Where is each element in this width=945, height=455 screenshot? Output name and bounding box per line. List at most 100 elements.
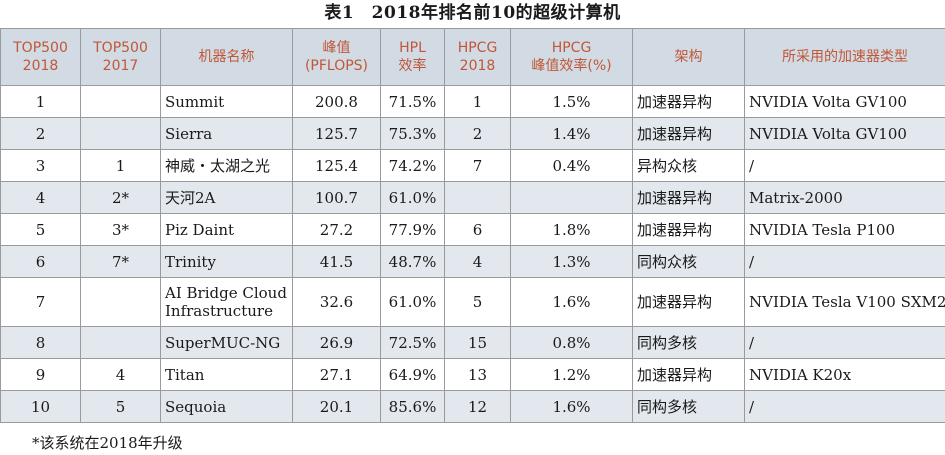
cell-hpcg-efficiency: 1.3% bbox=[510, 245, 633, 278]
table-row: 6 7* Trinity 41.5 48.7% 4 1.3% 同构众核 / bbox=[0, 245, 945, 278]
cell-rank-2018: 2 bbox=[0, 117, 81, 150]
cell-machine-name: 天河2A bbox=[160, 181, 293, 214]
header-line: (PFLOPS) bbox=[304, 58, 369, 74]
cell-peak: 125.7 bbox=[292, 117, 381, 150]
cell-rank-2017: 1 bbox=[80, 149, 161, 182]
col-top500-2017-header: TOP500 2017 bbox=[80, 28, 161, 86]
col-architecture-header: 架构 bbox=[632, 28, 745, 86]
cell-peak: 27.2 bbox=[292, 213, 381, 246]
cell-hpcg-rank: 4 bbox=[444, 245, 511, 278]
cell-rank-2018: 9 bbox=[0, 358, 81, 391]
cell-hpl-efficiency: 75.3% bbox=[380, 117, 445, 150]
col-top500-2018-header: TOP500 2018 bbox=[0, 28, 81, 86]
cell-hpcg-rank: 5 bbox=[444, 277, 511, 327]
cell-accelerator: NVIDIA Tesla P100 bbox=[744, 213, 945, 246]
cell-hpcg-rank: 15 bbox=[444, 326, 511, 359]
cell-hpl-efficiency: 85.6% bbox=[380, 390, 445, 423]
cell-hpl-efficiency: 72.5% bbox=[380, 326, 445, 359]
cell-rank-2017 bbox=[80, 326, 161, 359]
cell-machine-name: Sequoia bbox=[160, 390, 293, 423]
cell-accelerator: / bbox=[744, 149, 945, 182]
header-line: HPL bbox=[399, 40, 426, 56]
col-hpcg-2018-header: HPCG 2018 bbox=[444, 28, 511, 86]
cell-architecture: 加速器异构 bbox=[632, 181, 745, 214]
cell-machine-name: Sierra bbox=[160, 117, 293, 150]
cell-hpcg-efficiency: 1.6% bbox=[510, 390, 633, 423]
cell-hpcg-efficiency: 0.8% bbox=[510, 326, 633, 359]
cell-hpcg-efficiency: 1.6% bbox=[510, 277, 633, 327]
cell-rank-2018: 6 bbox=[0, 245, 81, 278]
cell-accelerator: / bbox=[744, 245, 945, 278]
header-line: HPCG bbox=[457, 40, 498, 56]
cell-peak: 200.8 bbox=[292, 85, 381, 118]
cell-peak: 100.7 bbox=[292, 181, 381, 214]
col-hpcg-peak-efficiency-header: HPCG 峰值效率(%) bbox=[510, 28, 633, 86]
col-machine-name-header: 机器名称 bbox=[160, 28, 293, 86]
header-line: 2017 bbox=[102, 58, 139, 74]
cell-machine-name: Trinity bbox=[160, 245, 293, 278]
cell-peak: 41.5 bbox=[292, 245, 381, 278]
cell-rank-2018: 1 bbox=[0, 85, 81, 118]
header-row: TOP500 2018 TOP500 2017 机器名称 峰值 (PFLOPS) HPL 效率 H… bbox=[0, 28, 945, 86]
cell-rank-2018: 3 bbox=[0, 149, 81, 182]
cell-peak: 27.1 bbox=[292, 358, 381, 391]
cell-hpcg-efficiency: 1.2% bbox=[510, 358, 633, 391]
cell-hpcg-efficiency: 0.4% bbox=[510, 149, 633, 182]
cell-machine-name: Titan bbox=[160, 358, 293, 391]
cell-architecture: 异构众核 bbox=[632, 149, 745, 182]
cell-hpl-efficiency: 64.9% bbox=[380, 358, 445, 391]
cell-rank-2017 bbox=[80, 277, 161, 327]
cell-machine-name: AI Bridge Cloud Infrastructure bbox=[160, 277, 293, 327]
table-row: 5 3* Piz Daint 27.2 77.9% 6 1.8% 加速器异构 NVIDIA Te… bbox=[0, 213, 945, 246]
cell-rank-2017: 5 bbox=[80, 390, 161, 423]
header-line: 架构 bbox=[674, 49, 703, 65]
cell-hpcg-efficiency: 1.4% bbox=[510, 117, 633, 150]
header-line: HPCG bbox=[551, 40, 592, 56]
cell-architecture: 同构多核 bbox=[632, 326, 745, 359]
cell-hpcg-rank: 1 bbox=[444, 85, 511, 118]
footnote: *该系统在2018年升级 bbox=[32, 434, 183, 452]
table-row: 2 Sierra 125.7 75.3% 2 1.4% 加速器异构 NVIDIA Volta … bbox=[0, 117, 945, 150]
table-row: 3 1 神威・太湖之光 125.4 74.2% 7 0.4% 异构众核 / bbox=[0, 149, 945, 182]
cell-rank-2017: 4 bbox=[80, 358, 161, 391]
table-body: 1 Summit 200.8 71.5% 1 1.5% 加速器异构 NVIDIA Volta … bbox=[0, 85, 945, 423]
table-row: 4 2* 天河2A 100.7 61.0% 加速器异构 Matrix-2000 bbox=[0, 181, 945, 214]
cell-rank-2018: 8 bbox=[0, 326, 81, 359]
cell-architecture: 加速器异构 bbox=[632, 117, 745, 150]
cell-architecture: 加速器异构 bbox=[632, 85, 745, 118]
table-row: 8 SuperMUC-NG 26.9 72.5% 15 0.8% 同构多核 / bbox=[0, 326, 945, 359]
header-line: TOP500 bbox=[13, 40, 68, 56]
table-row: 9 4 Titan 27.1 64.9% 13 1.2% 加速器异构 NVIDIA K20x bbox=[0, 358, 945, 391]
col-hpl-efficiency-header: HPL 效率 bbox=[380, 28, 445, 86]
header-line: 2018 bbox=[459, 58, 496, 74]
cell-rank-2017: 7* bbox=[80, 245, 161, 278]
cell-hpcg-rank: 13 bbox=[444, 358, 511, 391]
cell-rank-2017: 3* bbox=[80, 213, 161, 246]
table-header: TOP500 2018 TOP500 2017 机器名称 峰值 (PFLOPS) HPL 效率 H… bbox=[0, 28, 945, 86]
table-title: 表1 2018年排名前10的超级计算机 bbox=[324, 3, 621, 23]
cell-hpl-efficiency: 48.7% bbox=[380, 245, 445, 278]
cell-peak: 32.6 bbox=[292, 277, 381, 327]
header-line: 所采用的加速器类型 bbox=[782, 49, 908, 65]
cell-accelerator: NVIDIA K20x bbox=[744, 358, 945, 391]
cell-machine-name: SuperMUC-NG bbox=[160, 326, 293, 359]
cell-hpl-efficiency: 71.5% bbox=[380, 85, 445, 118]
cell-hpl-efficiency: 74.2% bbox=[380, 149, 445, 182]
cell-rank-2018: 5 bbox=[0, 213, 81, 246]
header-line: TOP500 bbox=[93, 40, 148, 56]
cell-architecture: 同构众核 bbox=[632, 245, 745, 278]
supercomputer-table: TOP500 2018 TOP500 2017 机器名称 峰值 (PFLOPS) HPL 效率 H… bbox=[0, 28, 945, 423]
cell-hpcg-efficiency: 1.5% bbox=[510, 85, 633, 118]
table-row: 7 AI Bridge Cloud Infrastructure 32.6 61.0%… bbox=[0, 277, 945, 327]
cell-machine-name: Summit bbox=[160, 85, 293, 118]
cell-hpl-efficiency: 77.9% bbox=[380, 213, 445, 246]
cell-rank-2017 bbox=[80, 117, 161, 150]
cell-accelerator: NVIDIA Volta GV100 bbox=[744, 85, 945, 118]
cell-rank-2018: 7 bbox=[0, 277, 81, 327]
cell-rank-2018: 4 bbox=[0, 181, 81, 214]
cell-accelerator: / bbox=[744, 390, 945, 423]
cell-hpcg-rank bbox=[444, 181, 511, 214]
cell-architecture: 加速器异构 bbox=[632, 358, 745, 391]
cell-hpcg-rank: 6 bbox=[444, 213, 511, 246]
cell-machine-name: Piz Daint bbox=[160, 213, 293, 246]
